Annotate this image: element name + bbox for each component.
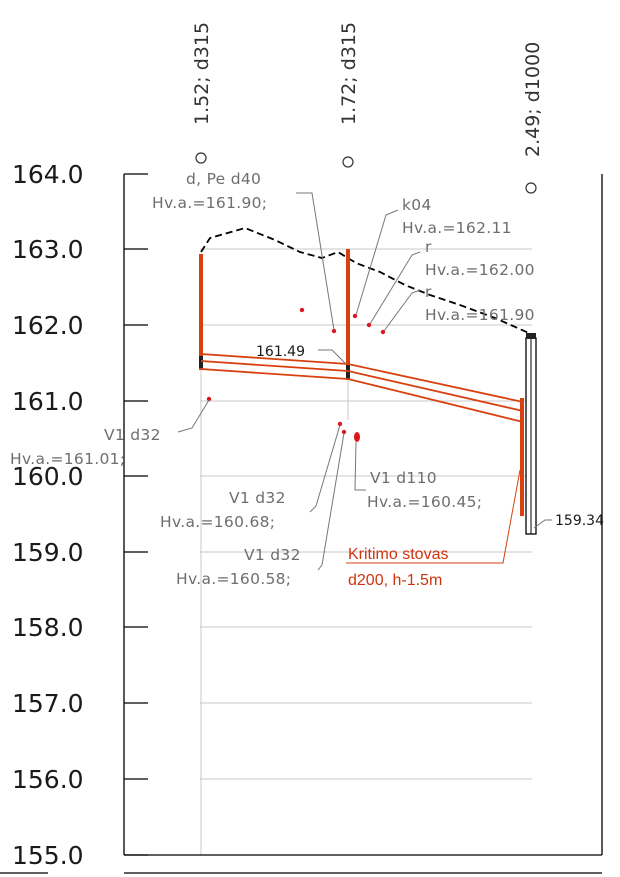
station-lines xyxy=(200,370,349,855)
leader-v1-d32-c xyxy=(317,432,345,571)
annotations: d, Pe d40 Hv.a.=161.90; k04 Hv.a.=162.11… xyxy=(10,170,604,589)
tick-label-163: 163.0 xyxy=(12,235,84,264)
anno-v1-d32-b-line2: Hv.a.=160.68; xyxy=(160,513,275,531)
anno-v1-d110-line1: V1 d110 xyxy=(370,469,437,487)
anno-pe-d40-line1: d, Pe d40 xyxy=(186,170,261,188)
station-labels: 1.52; d315 1.72; d315 2.49; d1000 xyxy=(191,22,544,157)
crossing-points xyxy=(206,307,386,442)
anno-drop-well-line2: d200, h-1.5m xyxy=(348,572,442,589)
leader-v1-d32-b xyxy=(309,424,341,513)
anno-r1-line2: Hv.a.=162.00 xyxy=(425,261,535,279)
manhole-1 xyxy=(199,254,203,370)
pipe-bottom xyxy=(200,368,524,423)
tick-label-157: 157.0 xyxy=(12,689,84,718)
anno-pe-d40-line2: Hv.a.=161.90; xyxy=(152,194,267,212)
anno-k04-line1: k04 xyxy=(402,196,432,214)
point-pe-d40 xyxy=(331,328,337,334)
station-markers xyxy=(195,152,537,194)
station-marker-2 xyxy=(342,156,354,168)
leader-pipe-level xyxy=(318,349,347,365)
y-ticks xyxy=(124,173,148,856)
axes xyxy=(0,174,603,874)
point-extra xyxy=(299,307,305,313)
leader-v1-d32-a xyxy=(177,399,210,433)
anno-k04-line2: Hv.a.=162.11 xyxy=(402,219,512,237)
pipe xyxy=(200,353,524,423)
tick-label-160: 160.0 xyxy=(12,462,84,491)
tick-label-155: 155.0 xyxy=(12,841,84,870)
leader-r2 xyxy=(383,289,421,332)
manhole-2-base xyxy=(346,365,350,379)
anno-v1-d32-a-line2: Hv.a.=161.01; xyxy=(10,450,125,468)
tick-label-164: 164.0 xyxy=(12,160,84,189)
manholes xyxy=(199,249,350,380)
tick-label-162: 162.0 xyxy=(12,311,84,340)
anno-v1-d32-c-line1: V1 d32 xyxy=(244,546,301,564)
anno-v1-d32-c-line2: Hv.a.=160.58; xyxy=(176,570,291,588)
station-marker-1 xyxy=(195,152,207,164)
point-v1-d32-c xyxy=(341,429,347,435)
station-label-3: 2.49; d1000 xyxy=(522,42,544,157)
tick-label-156: 156.0 xyxy=(12,765,84,794)
anno-v1-d110-line2: Hv.a.=160.45; xyxy=(367,493,482,511)
pipe-middle xyxy=(200,360,524,412)
gridlines xyxy=(200,248,532,780)
point-v1-d32-a xyxy=(206,396,212,402)
tick-label-158: 158.0 xyxy=(12,613,84,642)
tick-label-161: 161.0 xyxy=(12,387,84,416)
drop-well-cap xyxy=(526,333,536,339)
ground-surface-line xyxy=(200,227,532,335)
leader-r1 xyxy=(369,251,421,325)
y-tick-labels: 164.0 163.0 162.0 161.0 160.0 159.0 158.… xyxy=(12,160,84,870)
station-label-2: 1.72; d315 xyxy=(338,22,360,125)
station-label-1: 1.52; d315 xyxy=(191,22,213,125)
manhole-1-base xyxy=(199,356,203,368)
leader-v1-d110 xyxy=(354,441,366,491)
anno-v1-d32-b-line1: V1 d32 xyxy=(229,489,286,507)
anno-r2-line1: r xyxy=(425,283,432,301)
tick-label-159: 159.0 xyxy=(12,538,84,567)
anno-r2-line2: Hv.a.=161.90 xyxy=(425,306,535,324)
anno-v1-d32-a-line1: V1 d32 xyxy=(104,426,161,444)
anno-r1-line1: r xyxy=(425,238,432,256)
anno-pipe-level: 161.49 xyxy=(256,344,305,360)
drop-well-pipe xyxy=(520,398,524,516)
leader-drop-well xyxy=(346,469,521,564)
leader-pe-d40 xyxy=(296,192,335,331)
anno-bottom-level: 159.34 xyxy=(555,513,604,529)
manhole-2 xyxy=(346,249,350,380)
pipe-top xyxy=(200,353,524,403)
leader-bottom-level xyxy=(533,519,552,529)
anno-drop-well-line1: Kritimo stovas xyxy=(348,546,448,563)
leader-k04 xyxy=(355,209,399,316)
drop-well xyxy=(520,333,537,535)
station-marker-3 xyxy=(525,182,537,194)
point-v1-d32-b xyxy=(337,421,343,427)
point-v1-d110 xyxy=(354,432,360,442)
leader-lines xyxy=(177,192,552,571)
